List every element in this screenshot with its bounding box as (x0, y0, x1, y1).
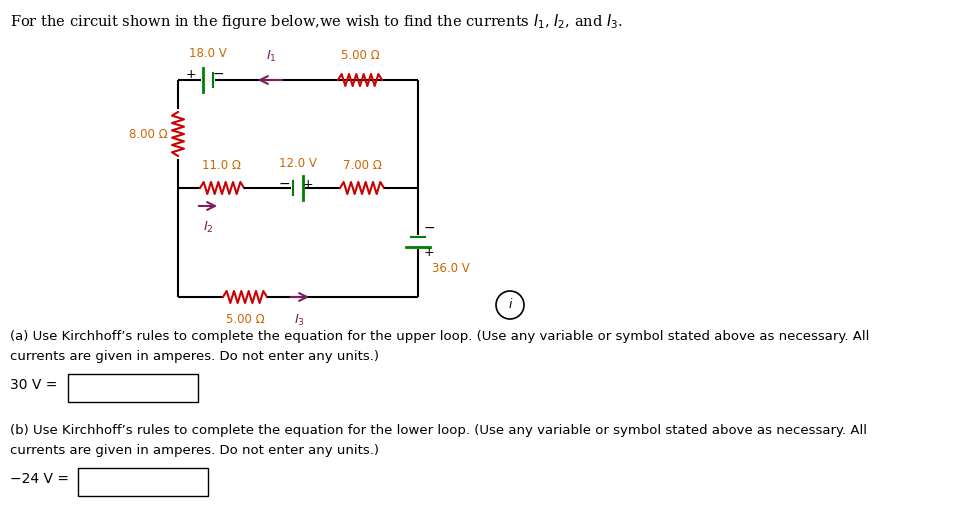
Text: −: − (212, 67, 224, 81)
Text: +: + (303, 177, 313, 190)
Text: For the circuit shown in the figure below,we wish to find the currents $I_1$, $I: For the circuit shown in the figure belo… (10, 12, 623, 31)
Text: 7.00 Ω: 7.00 Ω (343, 159, 381, 172)
FancyBboxPatch shape (78, 468, 208, 496)
Text: $I_1$: $I_1$ (265, 49, 277, 64)
Text: currents are given in amperes. Do not enter any units.): currents are given in amperes. Do not en… (10, 350, 379, 363)
FancyBboxPatch shape (68, 374, 198, 402)
Text: $I_2$: $I_2$ (202, 220, 214, 235)
Text: 8.00 Ω: 8.00 Ω (129, 128, 168, 141)
Text: 11.0 Ω: 11.0 Ω (202, 159, 241, 172)
Text: currents are given in amperes. Do not enter any units.): currents are given in amperes. Do not en… (10, 444, 379, 457)
Text: $I_3$: $I_3$ (294, 313, 306, 328)
Text: 18.0 V: 18.0 V (189, 47, 227, 60)
Text: −: − (424, 221, 436, 235)
Text: 5.00 Ω: 5.00 Ω (341, 49, 379, 62)
Text: 36.0 V: 36.0 V (432, 262, 469, 275)
Text: 12.0 V: 12.0 V (279, 157, 317, 170)
Text: −: − (278, 177, 290, 191)
Text: −24 V =: −24 V = (10, 472, 69, 486)
Text: (a) Use Kirchhoff’s rules to complete the equation for the upper loop. (Use any : (a) Use Kirchhoff’s rules to complete th… (10, 330, 869, 343)
Text: 30 V =: 30 V = (10, 378, 57, 392)
Text: 5.00 Ω: 5.00 Ω (226, 313, 264, 326)
Text: +: + (186, 68, 196, 81)
Text: i: i (509, 299, 512, 311)
Text: +: + (424, 246, 435, 259)
Text: (b) Use Kirchhoff’s rules to complete the equation for the lower loop. (Use any : (b) Use Kirchhoff’s rules to complete th… (10, 424, 867, 437)
